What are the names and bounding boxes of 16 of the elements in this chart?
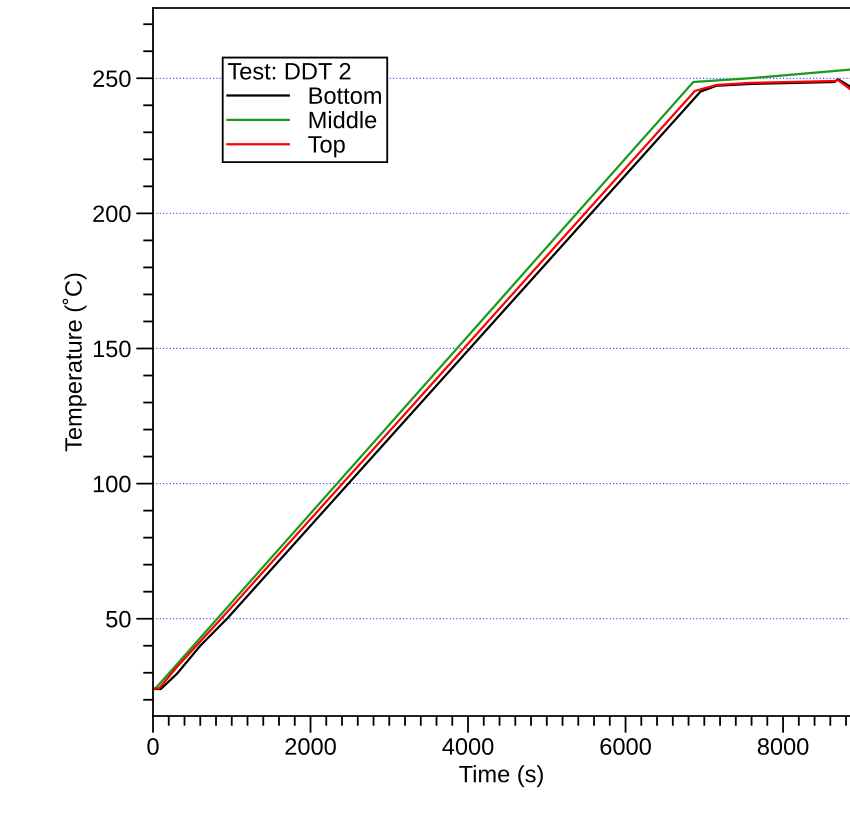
legend-title: Test: DDT 2 bbox=[228, 62, 350, 80]
legend-label: Top bbox=[308, 136, 345, 158]
x-tick-label: 6000 bbox=[600, 738, 651, 755]
y-tick-label: 50 bbox=[106, 610, 131, 628]
y-axis-title: Temperature (˚C) bbox=[62, 274, 87, 452]
y-tick-label: 200 bbox=[93, 205, 131, 222]
x-tick-label: 8000 bbox=[758, 738, 808, 755]
legend-label: Bottom bbox=[310, 88, 381, 104]
y-tick-label: 100 bbox=[94, 476, 131, 492]
legend-label: Middle bbox=[310, 111, 376, 128]
y-tick-label: 150 bbox=[94, 340, 131, 358]
x-tick-label: 0 bbox=[147, 738, 159, 755]
y-tick-label: 250 bbox=[93, 70, 131, 88]
x-tick-label: 2000 bbox=[285, 738, 336, 755]
x-axis-title: Time (s) bbox=[459, 765, 543, 788]
x-tick-label: 4000 bbox=[442, 738, 494, 755]
